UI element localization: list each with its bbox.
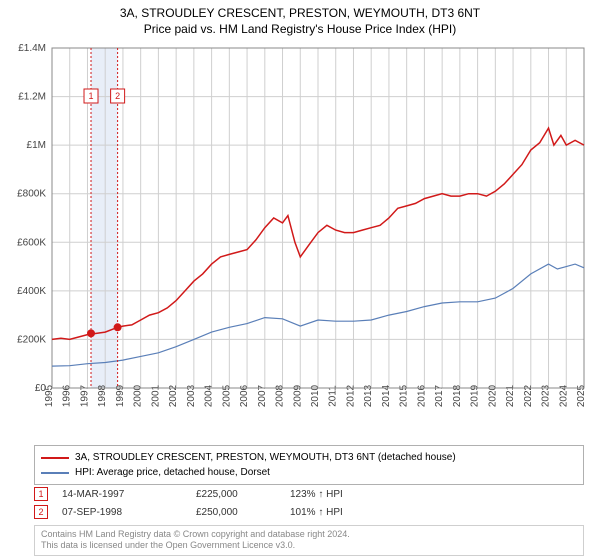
chart-title-block: 3A, STROUDLEY CRESCENT, PRESTON, WEYMOUT…	[0, 0, 600, 37]
legend-row-price-paid: 3A, STROUDLEY CRESCENT, PRESTON, WEYMOUT…	[41, 450, 577, 465]
svg-text:£800K: £800K	[17, 189, 46, 200]
svg-text:£1M: £1M	[27, 140, 46, 151]
legend: 3A, STROUDLEY CRESCENT, PRESTON, WEYMOUT…	[34, 445, 584, 485]
svg-text:1: 1	[89, 91, 94, 101]
legend-label-hpi: HPI: Average price, detached house, Dors…	[75, 465, 270, 480]
chart-title-line2: Price paid vs. HM Land Registry's House …	[0, 22, 600, 38]
svg-text:2: 2	[115, 91, 120, 101]
chart-area: £0£200K£400K£600K£800K£1M£1.2M£1.4M19951…	[0, 40, 600, 440]
svg-text:£1.4M: £1.4M	[18, 43, 46, 54]
footer-attribution: Contains HM Land Registry data © Crown c…	[34, 525, 584, 556]
chart-svg: £0£200K£400K£600K£800K£1M£1.2M£1.4M19951…	[0, 40, 600, 440]
event-row: 1 14-MAR-1997 £225,000 123% ↑ HPI	[34, 485, 584, 503]
svg-text:£1.2M: £1.2M	[18, 92, 46, 103]
event-row: 2 07-SEP-1998 £250,000 101% ↑ HPI	[34, 503, 584, 521]
legend-swatch-hpi	[41, 472, 69, 474]
legend-swatch-price-paid	[41, 457, 69, 459]
footer-line1: Contains HM Land Registry data © Crown c…	[41, 529, 577, 541]
event-price: £250,000	[196, 507, 276, 518]
event-date: 07-SEP-1998	[62, 507, 182, 518]
svg-text:£400K: £400K	[17, 286, 46, 297]
event-price: £225,000	[196, 489, 276, 500]
event-badge: 2	[34, 505, 48, 519]
event-badge: 1	[34, 487, 48, 501]
events-table: 1 14-MAR-1997 £225,000 123% ↑ HPI 2 07-S…	[34, 485, 584, 521]
event-pct: 123% ↑ HPI	[290, 489, 380, 500]
event-pct: 101% ↑ HPI	[290, 507, 380, 518]
event-date: 14-MAR-1997	[62, 489, 182, 500]
chart-title-line1: 3A, STROUDLEY CRESCENT, PRESTON, WEYMOUT…	[0, 6, 600, 22]
legend-row-hpi: HPI: Average price, detached house, Dors…	[41, 465, 577, 480]
legend-label-price-paid: 3A, STROUDLEY CRESCENT, PRESTON, WEYMOUT…	[75, 450, 456, 465]
footer-line2: This data is licensed under the Open Gov…	[41, 540, 577, 552]
svg-text:£600K: £600K	[17, 237, 46, 248]
svg-text:£200K: £200K	[17, 334, 46, 345]
